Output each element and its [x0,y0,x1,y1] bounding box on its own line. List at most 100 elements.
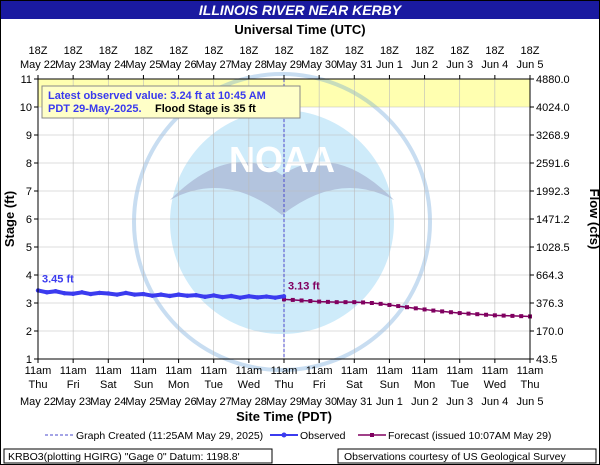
watermark-text: NOAA [229,139,335,180]
observed-point [246,294,252,299]
y-tick-label: 10 [20,102,32,114]
bottom-tick-day: Wed [484,379,506,391]
observed-point [211,293,216,298]
top-tick-hour: 18Z [169,45,188,57]
bottom-tick-day: Thu [521,379,540,391]
observed-point [150,293,155,298]
y-tick-label: 4 [26,270,32,282]
flow-tick-label: 170.0 [536,326,564,338]
forecast-point [466,311,471,316]
bottom-tick-day: Fri [313,379,326,391]
forecast-point [396,304,401,309]
top-tick-date: Jun 4 [481,59,508,71]
forecast-point [457,311,462,316]
forecast-point [308,299,313,304]
y-tick-label: 11 [21,74,32,86]
footer-credit: Observations courtesy of US Geological S… [344,451,567,463]
forecast-point [378,301,383,306]
legend-observed-marker [281,432,287,438]
bottom-tick-date: May 30 [301,396,337,408]
observed-point [123,290,129,296]
forecast-point [369,301,374,305]
bottom-tick-time: 11am [306,365,333,377]
observed-point [281,294,287,299]
legend-created-label: Graph Created (11:25AM May 29, 2025) [76,430,263,442]
observed-point [229,293,234,299]
forecast-point [519,314,524,319]
flow-tick-label: 664.3 [536,270,564,282]
observed-point [264,294,269,299]
bottom-tick-day: Tue [450,379,469,391]
forecast-point [431,308,436,313]
forecast-point [387,302,392,307]
forecast-point [299,298,304,303]
top-tick-hour: 18Z [380,45,399,57]
top-axis-title: Universal Time (UTC) [234,22,365,37]
observed-point [88,291,93,297]
forecast-point [475,312,480,317]
forecast-start-label: 3.13 ft [288,280,320,292]
bottom-tick-date: May 24 [90,396,126,408]
bottom-tick-time: 11am [95,365,122,377]
y-tick-label: 2 [26,326,32,338]
observed-point [237,295,243,300]
y-tick-label: 7 [26,186,32,198]
bottom-tick-day: Tue [204,379,223,391]
top-tick-hour: 18Z [345,45,364,57]
bottom-tick-time: 11am [60,365,87,377]
left-axis-title: Stage (ft) [2,191,17,247]
top-tick-hour: 18Z [29,45,48,57]
bottom-tick-time: 11am [341,365,368,377]
observed-point [53,289,58,294]
bottom-tick-date: Jun 4 [481,396,508,408]
observed-point [273,295,278,300]
bottom-tick-day: Mon [414,379,435,391]
bottom-tick-day: Sun [134,379,154,391]
footer-datum: KRBO3(plotting HGIRG) "Gage 0" Datum: 11… [8,451,240,463]
forecast-series: 3.13 ft [282,280,532,319]
bottom-tick-day: Mon [168,379,189,391]
forecast-point [343,300,348,305]
forecast-point [484,312,489,317]
bottom-tick-date: Jun 3 [446,396,473,408]
observed-point [220,294,225,300]
bottom-tick-time: 11am [130,365,157,377]
top-tick-hour: 18Z [134,45,153,57]
bottom-tick-time: 11am [200,365,227,377]
forecast-point [422,307,427,312]
top-tick-hour: 18Z [99,45,118,57]
forecast-point [290,297,295,302]
observed-point [255,295,260,300]
forecast-point [361,300,366,305]
flow-tick-label: 1471.2 [536,214,570,226]
y-tick-label: 8 [26,158,32,170]
bottom-tick-time: 11am [446,365,473,377]
footer-left-box [3,448,273,464]
top-tick-hour: 18Z [521,45,540,57]
top-tick-date: Jun 1 [376,59,403,71]
top-tick-date: May 30 [301,59,337,71]
top-tick-date: May 31 [336,59,372,71]
top-tick-hour: 18Z [239,45,258,57]
top-tick-hour: 18Z [204,45,223,57]
bottom-tick-time: 11am [25,365,52,377]
observed-point [114,292,120,297]
forecast-point [413,306,418,311]
bottom-tick-day: Sun [380,379,400,391]
bottom-tick-time: 11am [411,365,438,377]
bottom-tick-date: Jun 1 [376,396,403,408]
observed-point [141,291,146,297]
legend: Graph Created (11:25AM May 29, 2025) Obs… [45,430,551,442]
legend-observed-label: Observed [300,430,346,442]
observed-point [44,290,49,295]
bottom-tick-date: May 28 [231,396,267,408]
top-tick-hour: 18Z [485,45,504,57]
forecast-point [317,299,322,304]
observed-point [193,292,199,298]
axes: 1 43.5 2 170.0 3 376.3 4 664.3 5 1028.5 6 1471.2 7 19… [20,45,570,408]
observed-start-label: 3.45 ft [42,273,74,285]
plot-area: NOAA 3.13 ft 3.45 ft [35,72,532,372]
y-tick-label: 3 [26,298,32,310]
bottom-tick-date: May 27 [196,396,232,408]
